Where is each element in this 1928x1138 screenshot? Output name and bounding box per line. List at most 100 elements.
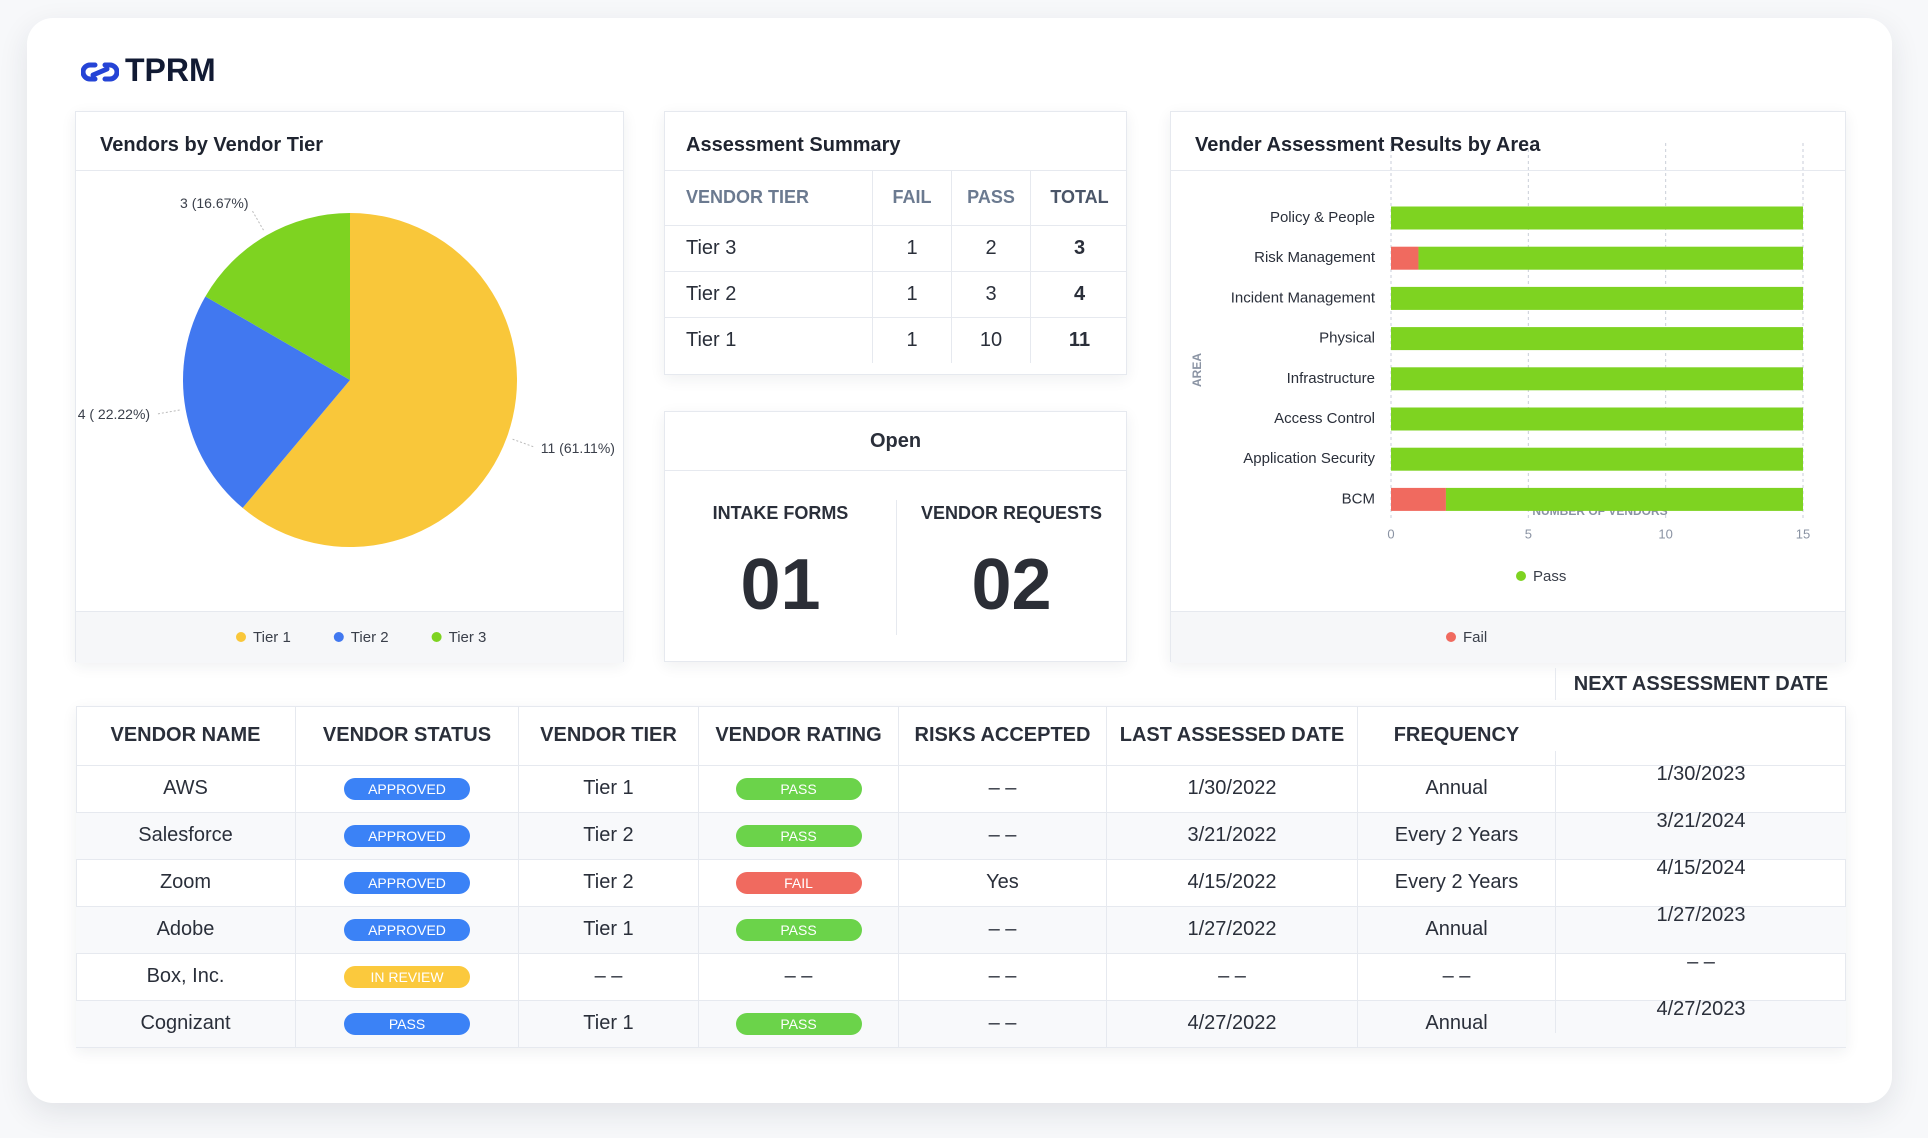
table-cell: 4	[1030, 271, 1128, 317]
table-cell: APPROVED	[295, 906, 518, 953]
metric-value: 02	[971, 545, 1052, 625]
metric-label: INTAKE FORMS	[712, 502, 849, 523]
bar-segment	[1391, 487, 1446, 511]
table-cell: 1/27/2022	[1106, 906, 1357, 953]
table-row	[76, 859, 1846, 906]
table-cell: 3	[951, 271, 1030, 317]
table-cell: Yes	[898, 859, 1106, 906]
table-cell: Tier 1	[518, 765, 698, 812]
table-cell: Annual	[1357, 765, 1555, 812]
y-tick-label: Incident Management	[1231, 289, 1376, 306]
badge: IN REVIEW	[344, 965, 470, 988]
pie-slice	[183, 296, 350, 508]
column-header: LAST ASSESSED DATE	[1106, 706, 1357, 765]
legend-marker	[1446, 632, 1456, 642]
table-cell: Tier 1	[518, 906, 698, 953]
legend-label: Tier 1	[253, 629, 291, 646]
table-cell: 3/21/2022	[1106, 812, 1357, 859]
badge: PASS	[344, 1012, 470, 1035]
x-tick-label: 0	[1387, 526, 1394, 541]
bar-segment	[1391, 327, 1803, 351]
y-tick-label: BCM	[1342, 490, 1375, 507]
table-cell: 4/15/2024	[1555, 845, 1846, 892]
legend-marker	[333, 632, 344, 642]
bar-segment	[1391, 407, 1803, 431]
column-header: TOTAL	[1030, 170, 1128, 225]
bar-segment	[1391, 286, 1803, 310]
table-cell: 1	[872, 271, 951, 317]
x-tick-label: 15	[1796, 526, 1810, 541]
table-cell: PASS	[698, 765, 898, 812]
table-cell: Tier 2	[686, 282, 737, 305]
pie-card: Vendors by Vendor Tier 11 (61.11%) 4 ( 22.…	[75, 111, 624, 663]
table-cell: Every 2 Years	[1357, 812, 1555, 859]
bar-segment	[1391, 367, 1803, 391]
table-cell: Adobe	[156, 918, 215, 940]
table-cell: Annual	[1357, 906, 1555, 953]
table-cell: 1/30/2022	[1106, 765, 1357, 812]
column-header: PASS	[951, 170, 1030, 225]
divider	[76, 170, 623, 171]
open-card: Open INTAKE FORMS 01 VENDOR REQUESTS 02	[664, 411, 1127, 662]
card-title: Vender Assessment Results by Area	[1195, 134, 1541, 156]
table-cell: – –	[898, 812, 1106, 859]
table-cell: Salesforce	[138, 824, 233, 846]
table-cell: 1	[872, 225, 951, 271]
y-tick-label: Policy & People	[1270, 209, 1375, 226]
bar-card: Vender Assessment Results by Area 0 5 10 15 N…	[1170, 111, 1846, 663]
table-cell: Tier 2	[518, 859, 698, 906]
divider	[665, 170, 1126, 171]
table-cell: APPROVED	[295, 765, 518, 812]
table-cell: APPROVED	[295, 812, 518, 859]
badge: PASS	[735, 918, 862, 941]
row-divider	[665, 317, 1126, 318]
legend-label: Tier 2	[351, 629, 389, 646]
table-cell: Box, Inc.	[146, 965, 225, 987]
legend-label: Fail	[1463, 629, 1487, 646]
table-cell: – –	[518, 953, 698, 1000]
table-cell: – –	[1106, 953, 1357, 1000]
table-cell: AWS	[163, 777, 208, 799]
column-header: FREQUENCY	[1357, 706, 1555, 765]
table-cell: 4/15/2022	[1106, 859, 1357, 906]
table-cell: – –	[698, 953, 898, 1000]
data-label: 3 (16.67%)	[180, 195, 248, 211]
bar-segment	[1391, 447, 1803, 471]
x-tick-label: 10	[1658, 526, 1672, 541]
table-cell: PASS	[698, 1000, 898, 1047]
data-label: 11 (61.11%)	[541, 440, 615, 456]
table-cell: Every 2 Years	[1357, 859, 1555, 906]
column-header: RISKS ACCEPTED	[898, 706, 1106, 765]
card-title: Vendors by Vendor Tier	[100, 134, 324, 156]
table-cell: APPROVED	[295, 859, 518, 906]
column-header: VENDOR TIER	[518, 706, 698, 765]
y-tick-label: Physical	[1319, 330, 1375, 347]
card-title: Open	[869, 429, 922, 452]
column-header: FAIL	[872, 170, 951, 225]
pie-chart: 11 (61.11%) 4 ( 22.22%) 3 (16.67%) Tier 1 Ti…	[78, 195, 615, 646]
table-cell: Cognizant	[140, 1012, 231, 1034]
column-header: NEXT ASSESSMENT DATE	[1555, 668, 1846, 700]
assessment-card: Assessment Summary VENDOR TIER FAIL PASS TOT…	[664, 111, 1127, 375]
leader-line	[512, 438, 536, 448]
badge: APPROVED	[344, 918, 470, 941]
table-cell: Tier 3	[686, 236, 737, 259]
table-cell: Tier 2	[518, 812, 698, 859]
metric-value: 01	[740, 545, 821, 625]
table-cell: 1	[872, 317, 951, 363]
table-cell: 2	[951, 225, 1030, 271]
badge: PASS	[735, 824, 862, 847]
table-cell: 1/27/2023	[1555, 892, 1846, 939]
y-axis-label: AREA	[1190, 353, 1204, 387]
y-tick-label: Application Security	[1243, 450, 1375, 467]
table-cell: 11	[1030, 317, 1128, 363]
column-header: VENDOR RATING	[698, 706, 898, 765]
table-cell: – –	[898, 765, 1106, 812]
badge: APPROVED	[344, 824, 470, 847]
bar-segment	[1391, 246, 1419, 270]
badge: APPROVED	[344, 871, 470, 894]
data-label: 4 ( 22.22%)	[78, 406, 150, 422]
table-cell: 4/27/2023	[1555, 986, 1846, 1033]
y-tick-label: Infrastructure	[1287, 370, 1375, 387]
